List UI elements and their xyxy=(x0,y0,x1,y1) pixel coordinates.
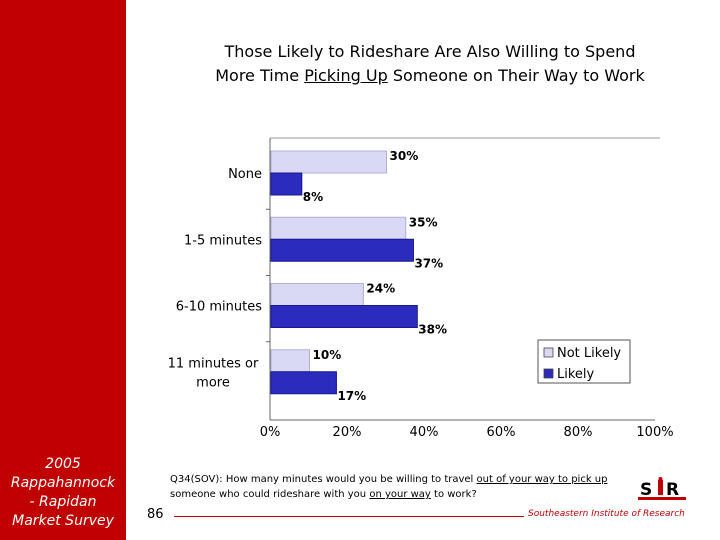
category-label: 6-10 minutes xyxy=(176,300,262,315)
sidebar-band: 2005 Rappahannock - Rapidan Market Surve… xyxy=(0,0,126,540)
bar-likely xyxy=(270,172,303,196)
legend-swatch xyxy=(543,368,554,379)
category-label: more xyxy=(196,375,230,390)
title-underlined-text: Picking Up xyxy=(304,66,388,85)
x-tick-label: 0% xyxy=(260,425,281,440)
bar-not-likely xyxy=(270,349,310,373)
data-label: 37% xyxy=(414,256,443,270)
x-tick-label: 60% xyxy=(487,425,516,440)
bar-likely xyxy=(270,238,414,262)
sir-logo: S R xyxy=(638,477,686,500)
title-text: Someone on Their Way to Work xyxy=(387,66,645,85)
logo-letter-r: R xyxy=(666,480,679,500)
x-tick-label: 100% xyxy=(636,425,673,440)
bar-likely xyxy=(270,305,418,328)
data-label: 17% xyxy=(337,389,366,403)
survey-label-line: - Rapidan xyxy=(29,494,97,510)
footnote-underlined-text: out of your way to pick up xyxy=(476,474,608,485)
x-tick-label: 80% xyxy=(564,425,593,440)
footer-divider xyxy=(174,516,524,517)
chart-title: Those Likely to Rideshare Are Also Willi… xyxy=(170,40,690,88)
category-label: 1-5 minutes xyxy=(184,233,262,248)
survey-label-line: 2005 xyxy=(45,456,81,472)
footnote-underlined-text: on your way xyxy=(369,489,431,500)
bar-not-likely xyxy=(270,283,364,306)
legend-label: Likely xyxy=(557,367,595,382)
data-label: 35% xyxy=(409,215,438,229)
title-text: More Time xyxy=(215,66,305,85)
question-footnote: Q34(SOV): How many minutes would you be … xyxy=(170,472,610,502)
organization-name: Southeastern Institute of Research xyxy=(528,509,685,519)
survey-label-line: Rappahannock xyxy=(10,475,116,491)
chart-title-line-1: Those Likely to Rideshare Are Also Willi… xyxy=(224,42,636,61)
data-label: 10% xyxy=(313,348,342,362)
data-label: 38% xyxy=(418,323,447,337)
footnote-text: someone who could rideshare with you xyxy=(170,489,370,500)
data-label: 24% xyxy=(366,282,395,296)
category-label: None xyxy=(228,167,262,182)
footnote-text: to work? xyxy=(430,489,477,500)
bar-not-likely xyxy=(270,150,387,174)
survey-label: 2005 Rappahannock - Rapidan Market Surve… xyxy=(0,455,126,531)
survey-label-line: Market Survey xyxy=(12,513,114,529)
data-label: 30% xyxy=(390,149,419,163)
x-tick-label: 20% xyxy=(333,425,362,440)
bar-not-likely xyxy=(270,216,407,240)
footnote-text: Q34(SOV): How many minutes would you be … xyxy=(170,474,477,485)
page-number: 86 xyxy=(147,507,164,522)
x-tick-label: 40% xyxy=(410,425,439,440)
legend-swatch xyxy=(543,347,554,358)
legend-label: Not Likely xyxy=(557,346,621,361)
logo-letter-s: S xyxy=(640,480,652,500)
bar-likely xyxy=(270,371,337,395)
chart-title-line-2: More Time Picking Up Someone on Their Wa… xyxy=(170,64,690,88)
data-label: 8% xyxy=(303,190,323,204)
category-label: 11 minutes or xyxy=(168,356,259,371)
